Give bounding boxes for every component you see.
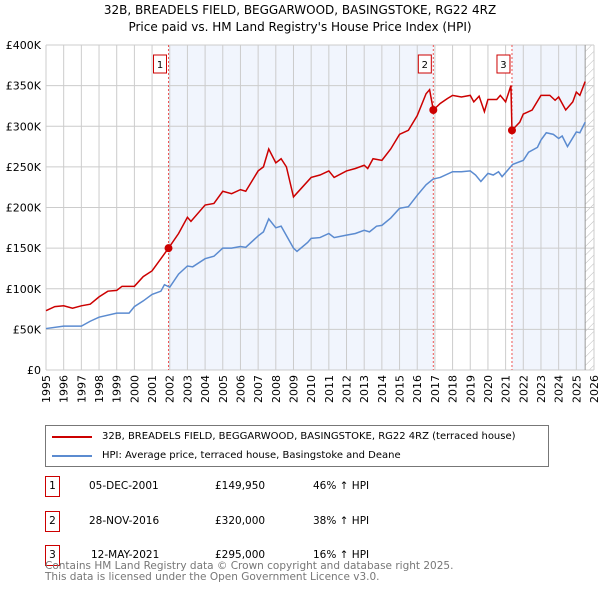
y-tick-label: £300K <box>6 120 42 133</box>
x-tick-label: 1999 <box>111 375 124 403</box>
annotation-box <box>496 54 511 74</box>
x-tick-label: 2015 <box>394 375 407 403</box>
x-tick-label: 2025 <box>570 375 583 403</box>
x-tick-label: 1997 <box>75 375 88 403</box>
y-tick-label: £200K <box>6 202 42 215</box>
transaction-hpi: 16% ↑ HPI <box>313 549 370 561</box>
y-tick-label: £0 <box>27 364 41 377</box>
y-tick-label: £50K <box>13 323 42 336</box>
x-tick-label: 2020 <box>482 375 495 403</box>
x-tick-label: 2008 <box>270 375 283 403</box>
annotation-label: 1 <box>157 60 163 71</box>
transaction-date: 12-MAY-2021 <box>91 549 160 561</box>
x-tick-label: 1998 <box>93 375 106 403</box>
transaction-number: 1 <box>45 476 60 497</box>
x-tick-label: 2017 <box>429 375 442 403</box>
x-tick-label: 2010 <box>305 375 318 403</box>
x-tick-label: 2022 <box>517 375 530 403</box>
transaction-row: 2 28-NOV-2016 £320,000 38% ↑ HPI <box>45 511 445 532</box>
transaction-price: £149,950 <box>215 480 266 492</box>
footer: Contains HM Land Registry data © Crown c… <box>45 561 453 583</box>
x-tick-label: 1995 <box>40 375 53 403</box>
y-tick-label: £350K <box>6 80 42 93</box>
x-tick-label: 2014 <box>376 375 389 403</box>
annotation-label: 2 <box>422 60 428 71</box>
series-line <box>45 81 586 312</box>
transaction-price: £295,000 <box>215 549 266 561</box>
x-tick-label: 2005 <box>217 375 230 403</box>
y-tick-label: £150K <box>6 242 42 255</box>
sale-point <box>164 244 173 253</box>
x-tick-label: 2002 <box>164 375 177 403</box>
x-tick-label: 2021 <box>500 375 513 403</box>
legend: 32B, BREADELS FIELD, BEGGARWOOD, BASINGS… <box>45 425 549 467</box>
blue-line-swatch <box>52 454 92 457</box>
x-tick-label: 2019 <box>464 375 477 403</box>
x-tick-label: 2023 <box>535 375 548 403</box>
y-tick-label: £400K <box>6 39 42 52</box>
chart-title: 32B, BREADELS FIELD, BEGGARWOOD, BASINGS… <box>103 3 497 17</box>
transaction-row: 3 12-MAY-2021 £295,000 16% ↑ HPI <box>45 545 445 566</box>
transaction-number: 3 <box>45 545 60 566</box>
footer-licence: This data is licensed under the Open Gov… <box>45 571 380 583</box>
legend-label-hpi: HPI: Average price, terraced house, Basi… <box>102 450 401 461</box>
x-tick-label: 2011 <box>323 375 336 403</box>
x-tick-label: 2012 <box>341 375 354 403</box>
x-tick-label: 2000 <box>128 375 141 403</box>
x-tick-label: 2018 <box>447 375 460 403</box>
series-line <box>45 121 586 330</box>
transaction-date: 05-DEC-2001 <box>89 480 159 492</box>
y-tick-label: £250K <box>6 161 42 174</box>
annotation-box <box>153 54 168 74</box>
chart-plot: 1995 1996 1997 1998 1999 2000 2001 2002 2003 2004… <box>6 39 600 403</box>
annotation-box <box>417 54 432 74</box>
sale-point <box>507 126 516 135</box>
y-tick-label: £100K <box>6 283 42 296</box>
transaction-hpi: 46% ↑ HPI <box>313 480 370 492</box>
x-tick-label: 2003 <box>181 375 194 403</box>
transaction-hpi: 38% ↑ HPI <box>313 515 370 527</box>
x-tick-label: 1996 <box>58 375 71 403</box>
legend-item-property: 32B, BREADELS FIELD, BEGGARWOOD, BASINGS… <box>52 431 516 442</box>
transaction-number: 2 <box>45 511 60 532</box>
x-tick-label: 2016 <box>411 375 424 403</box>
x-tick-label: 2026 <box>588 375 600 403</box>
legend-item-hpi: HPI: Average price, terraced house, Basi… <box>52 450 401 461</box>
red-line-swatch <box>52 435 92 438</box>
legend-label-property: 32B, BREADELS FIELD, BEGGARWOOD, BASINGS… <box>102 431 516 442</box>
transaction-date: 28-NOV-2016 <box>89 515 160 527</box>
x-tick-label: 2001 <box>146 375 159 403</box>
footer-copyright: Contains HM Land Registry data © Crown c… <box>45 560 454 572</box>
x-tick-label: 2024 <box>553 375 566 403</box>
x-tick-label: 2004 <box>199 375 212 403</box>
transaction-price: £320,000 <box>215 515 266 527</box>
transaction-row: 1 05-DEC-2001 £149,950 46% ↑ HPI <box>45 476 445 497</box>
x-tick-label: 2006 <box>234 375 247 403</box>
x-tick-label: 2013 <box>358 375 371 403</box>
sale-point <box>429 106 438 114</box>
chart-subtitle: Price paid vs. HM Land Registry's House … <box>128 20 472 34</box>
x-tick-label: 2007 <box>252 375 265 403</box>
x-tick-label: 2009 <box>287 375 300 403</box>
annotation-label: 3 <box>500 60 506 71</box>
